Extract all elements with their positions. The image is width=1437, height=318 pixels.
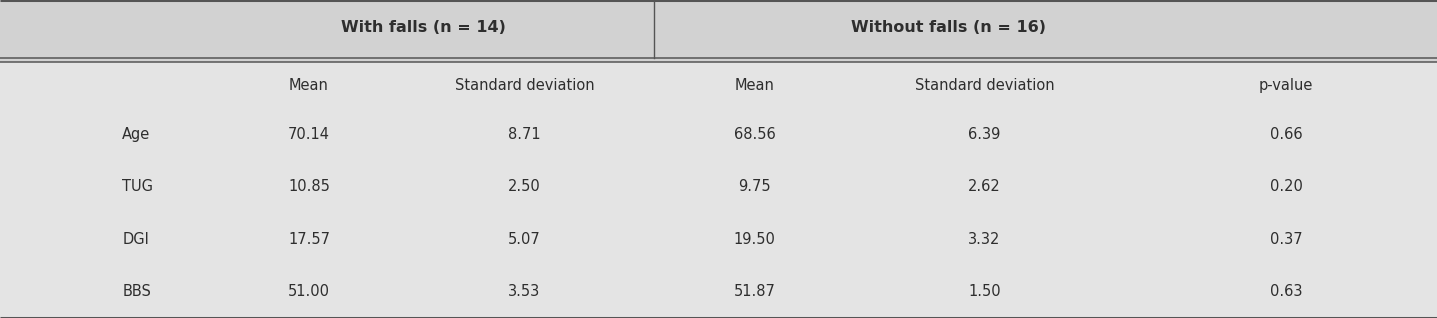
Text: 8.71: 8.71 — [509, 127, 540, 142]
Text: Without falls (n = 16): Without falls (n = 16) — [851, 20, 1046, 35]
Text: BBS: BBS — [122, 284, 151, 299]
Text: Mean: Mean — [289, 78, 329, 93]
Text: TUG: TUG — [122, 179, 154, 194]
Text: 10.85: 10.85 — [287, 179, 331, 194]
Text: 9.75: 9.75 — [739, 179, 770, 194]
Text: Mean: Mean — [734, 78, 775, 93]
Text: 0.63: 0.63 — [1270, 284, 1302, 299]
Text: 68.56: 68.56 — [733, 127, 776, 142]
Text: 51.87: 51.87 — [733, 284, 776, 299]
Text: 0.37: 0.37 — [1270, 232, 1302, 247]
Bar — [0, 0, 1437, 62]
Text: 17.57: 17.57 — [287, 232, 331, 247]
Text: 19.50: 19.50 — [733, 232, 776, 247]
Text: Standard deviation: Standard deviation — [454, 78, 595, 93]
Bar — [0, 62, 1437, 108]
Text: 5.07: 5.07 — [509, 232, 540, 247]
Text: Standard deviation: Standard deviation — [914, 78, 1055, 93]
Text: With falls (n = 14): With falls (n = 14) — [342, 20, 506, 35]
Text: 1.50: 1.50 — [969, 284, 1000, 299]
Text: 6.39: 6.39 — [969, 127, 1000, 142]
Text: 70.14: 70.14 — [287, 127, 331, 142]
Text: DGI: DGI — [122, 232, 149, 247]
Text: p-value: p-value — [1259, 78, 1313, 93]
Bar — [0, 108, 1437, 318]
Text: 3.32: 3.32 — [969, 232, 1000, 247]
Text: 2.50: 2.50 — [509, 179, 540, 194]
Text: 2.62: 2.62 — [969, 179, 1000, 194]
Text: 0.66: 0.66 — [1270, 127, 1302, 142]
Text: 51.00: 51.00 — [287, 284, 331, 299]
Text: Age: Age — [122, 127, 151, 142]
Text: 3.53: 3.53 — [509, 284, 540, 299]
Text: 0.20: 0.20 — [1270, 179, 1302, 194]
